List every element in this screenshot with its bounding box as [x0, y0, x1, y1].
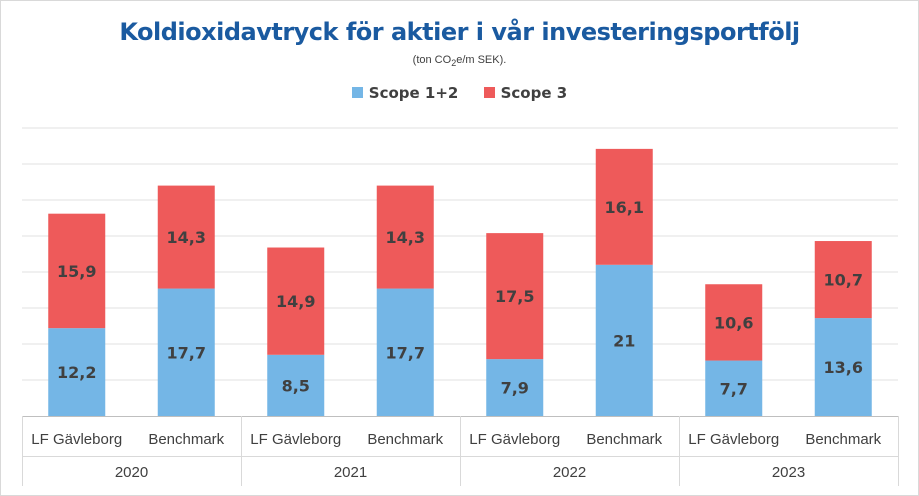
data-label-scope-3: 14,3 — [167, 228, 206, 247]
legend-swatch-scope-3 — [483, 87, 495, 98]
data-label-scope-3: 10,7 — [824, 271, 863, 290]
data-label-scope-1-2: 8,5 — [282, 376, 310, 395]
category-label: Benchmark — [586, 431, 662, 448]
x-axis — [22, 416, 899, 486]
year-label: 2020 — [115, 464, 148, 481]
category-label: LF Gävleborg — [31, 431, 122, 448]
legend-item-scope-3: Scope 3 — [483, 84, 568, 102]
data-label-scope-1-2: 13,6 — [824, 358, 863, 377]
category-label: LF Gävleborg — [250, 431, 341, 448]
bar-scope-3 — [486, 233, 544, 360]
bar-scope-1-2 — [595, 264, 653, 416]
bar-scope-3 — [157, 185, 215, 289]
data-label-scope-1-2: 7,9 — [501, 379, 529, 398]
bar-scope-3 — [595, 148, 653, 265]
bar-scope-3 — [376, 185, 434, 289]
data-label-scope-1-2: 17,7 — [386, 343, 425, 362]
bar-scope-1-2 — [48, 328, 106, 416]
subtitle-prefix: (ton CO — [412, 54, 452, 66]
category-label: Benchmark — [367, 431, 443, 448]
legend-label-scope-3: Scope 3 — [500, 84, 568, 102]
bar-scope-1-2 — [376, 288, 434, 416]
bar-scope-3 — [814, 241, 872, 319]
data-label-scope-1-2: 17,7 — [167, 343, 206, 362]
data-label-scope-3: 16,1 — [605, 198, 644, 217]
data-label-scope-1-2: 12,2 — [57, 363, 96, 382]
data-label-scope-1-2: 21 — [613, 331, 635, 350]
year-label: 2023 — [772, 464, 805, 481]
category-label: LF Gävleborg — [688, 431, 779, 448]
bar-scope-3 — [705, 284, 763, 361]
data-label-scope-3: 14,3 — [386, 228, 425, 247]
chart-subtitle: (ton CO2e/m SEK). — [0, 54, 919, 68]
data-label-scope-3: 17,5 — [495, 287, 534, 306]
legend-label-scope-1-2: Scope 1+2 — [368, 84, 459, 102]
legend-swatch-scope-1-2 — [351, 87, 363, 98]
category-label: LF Gävleborg — [469, 431, 560, 448]
data-label-scope-3: 10,6 — [714, 313, 753, 332]
bar-scope-1-2 — [267, 354, 325, 416]
year-label: 2021 — [334, 464, 367, 481]
bar-scope-1-2 — [814, 318, 872, 416]
legend-item-scope-1-2: Scope 1+2 — [351, 84, 459, 102]
category-label: Benchmark — [805, 431, 881, 448]
bar-scope-3 — [48, 213, 106, 329]
bar-scope-1-2 — [486, 359, 544, 416]
data-label-scope-1-2: 7,7 — [720, 379, 748, 398]
bar-scope-3 — [267, 247, 325, 355]
category-label: Benchmark — [148, 431, 224, 448]
year-label: 2022 — [553, 464, 586, 481]
legend: Scope 1+2 Scope 3 — [0, 84, 919, 102]
bar-scope-1-2 — [157, 288, 215, 416]
subtitle-suffix: e/m SEK). — [456, 54, 507, 66]
bar-scope-1-2 — [705, 360, 763, 416]
data-label-scope-3: 15,9 — [57, 262, 96, 281]
data-label-scope-3: 14,9 — [276, 292, 315, 311]
subtitle-subscript: 2 — [451, 58, 457, 69]
chart-title: Koldioxidavtryck för aktier i vår invest… — [119, 18, 800, 46]
